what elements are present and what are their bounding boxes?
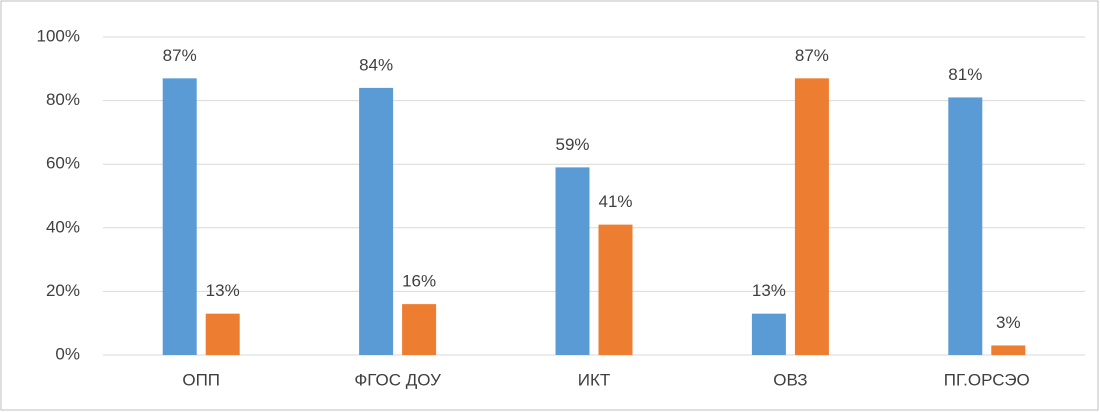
data-label: 13% — [752, 281, 786, 300]
data-label: 3% — [996, 313, 1021, 332]
y-tick-label: 60% — [46, 154, 80, 173]
x-tick-label: ФГОС ДОУ — [354, 370, 441, 389]
x-tick-label: ОВЗ — [773, 370, 807, 389]
bar — [598, 224, 633, 355]
bar — [794, 78, 829, 355]
x-tick-label: ИКТ — [578, 370, 611, 389]
data-label: 59% — [555, 135, 589, 154]
data-label: 84% — [359, 55, 393, 74]
bar — [948, 97, 983, 356]
data-label: 16% — [402, 272, 436, 291]
bar — [359, 87, 394, 355]
x-tick-label: ОПП — [182, 370, 220, 389]
bar — [205, 313, 240, 355]
data-label: 87% — [795, 46, 829, 65]
y-tick-label: 80% — [46, 90, 80, 109]
bar — [162, 78, 197, 355]
bar — [402, 304, 437, 355]
x-tick-label: ПГ.ОРСЭО — [944, 370, 1030, 389]
bar — [555, 167, 590, 355]
y-tick-label: 100% — [37, 26, 80, 45]
data-label: 81% — [948, 65, 982, 84]
y-tick-label: 20% — [46, 281, 80, 300]
bar — [991, 345, 1026, 355]
y-tick-label: 40% — [46, 217, 80, 236]
data-label: 87% — [163, 46, 197, 65]
bar — [751, 313, 786, 355]
data-label: 13% — [206, 281, 240, 300]
data-label: 41% — [598, 192, 632, 211]
y-tick-label: 0% — [55, 344, 80, 363]
